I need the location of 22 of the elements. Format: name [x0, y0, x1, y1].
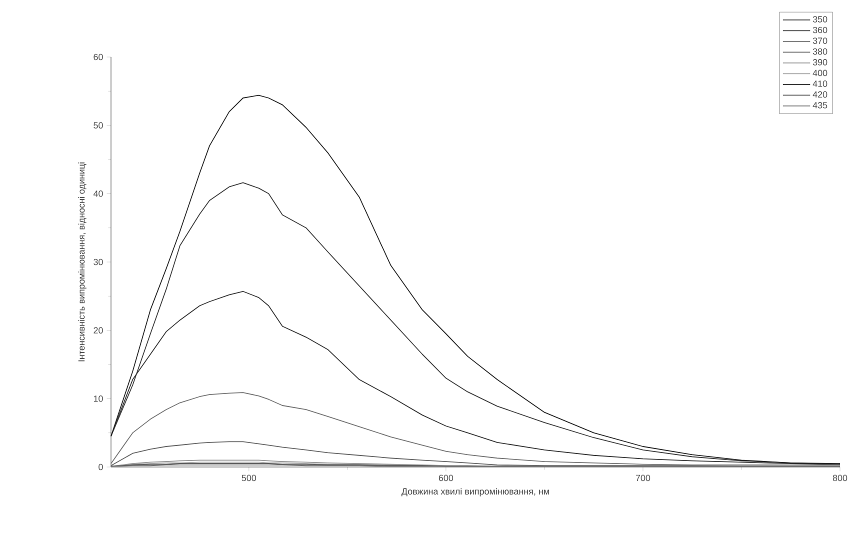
legend-label: 360: [812, 26, 828, 34]
x-axis-title: Довжина хвилі випромінювання, нм: [401, 488, 549, 496]
legend-label: 380: [812, 48, 828, 55]
y-axis-title: Інтенсивність випромінювання, відносні одиниці: [78, 162, 86, 362]
x-tick-label: 500: [242, 474, 256, 482]
y-tick-label: 20: [94, 327, 103, 334]
x-tick-label: 600: [438, 474, 454, 482]
y-tick-label: 30: [94, 258, 103, 266]
y-tick-label: 10: [94, 395, 103, 402]
y-tick-label: 40: [93, 190, 103, 197]
x-tick-label: 700: [636, 474, 650, 482]
y-tick-label: 50: [94, 122, 103, 129]
legend-label: 420: [812, 91, 828, 98]
legend-label: 370: [812, 38, 828, 44]
legend-label: 410: [812, 80, 828, 87]
y-tick-label: 0: [98, 464, 103, 470]
legend-label: 350: [812, 16, 828, 22]
legend-label: 390: [812, 59, 828, 66]
legend-label: 400: [812, 70, 828, 76]
x-tick-label: 800: [832, 474, 848, 482]
legend-label: 435: [812, 102, 828, 108]
y-tick-label: 60: [94, 54, 103, 60]
